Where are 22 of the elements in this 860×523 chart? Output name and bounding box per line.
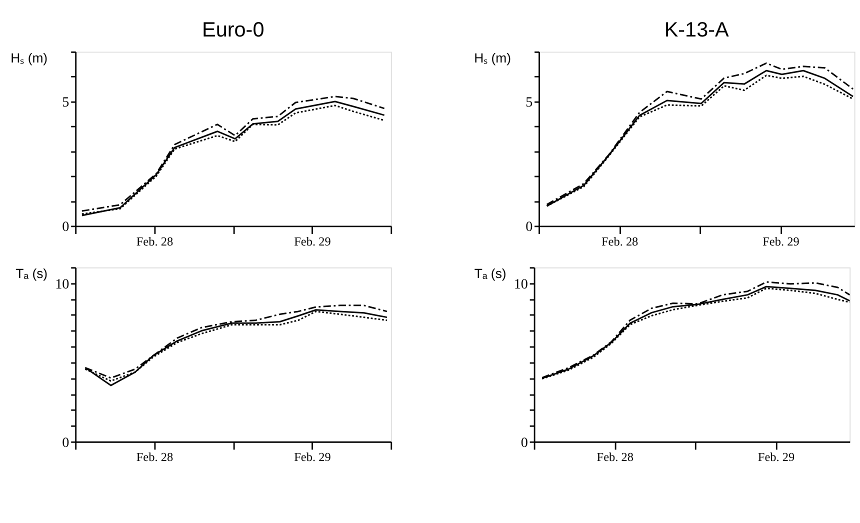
y-tick-label: 10 (55, 276, 70, 292)
y-axis-title: Tₐ (s) (16, 266, 48, 282)
x-tick-label: Feb. 28 (601, 234, 638, 248)
y-tick-label: 0 (520, 434, 528, 451)
chart-title: Euro-0 (202, 18, 264, 42)
x-tick-label: Feb. 29 (758, 450, 795, 464)
y-axis-title: Hₛ (m) (474, 50, 512, 66)
y-tick-label: 10 (514, 276, 528, 292)
y-tick-label: 5 (62, 94, 70, 111)
y-tick-label: 0 (62, 434, 70, 451)
x-tick-label: Feb. 28 (596, 450, 634, 464)
x-tick-label: Feb. 29 (762, 234, 800, 248)
y-axis-title: Hₛ (m) (10, 50, 48, 66)
chart-title: K-13-A (664, 18, 729, 42)
x-tick-label: Feb. 29 (294, 234, 331, 248)
y-tick-label: 0 (526, 219, 533, 236)
x-tick-label: Feb. 28 (136, 450, 174, 464)
y-tick-label: 0 (62, 219, 70, 236)
y-tick-label: 5 (526, 94, 533, 111)
x-tick-label: Feb. 29 (294, 450, 331, 464)
y-axis-title: Tₐ (s) (474, 266, 506, 282)
x-tick-label: Feb. 28 (136, 234, 174, 248)
